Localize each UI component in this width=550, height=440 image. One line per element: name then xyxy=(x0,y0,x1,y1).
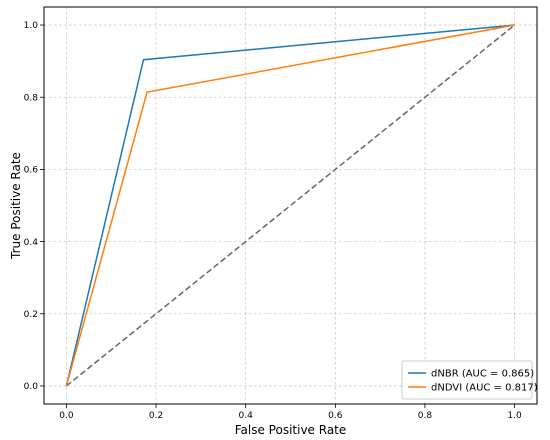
legend-label-0: dNBR (AUC = 0.865) xyxy=(431,369,534,380)
y-axis-ticks: 0.0 0.2 0.4 0.6 0.8 1.0 xyxy=(24,21,44,392)
plot-frame xyxy=(43,6,538,405)
y-tick-label-3: 0.6 xyxy=(24,166,39,176)
y-tick-label-2: 0.4 xyxy=(24,238,39,248)
x-tick-label-4: 0.8 xyxy=(418,411,433,421)
x-axis-ticks: 0.0 0.2 0.4 0.6 0.8 1.0 xyxy=(59,404,522,421)
y-axis-label: True Positive Rate xyxy=(9,152,23,260)
y-tick-label-0: 0.0 xyxy=(24,382,39,392)
x-tick-label-0: 0.0 xyxy=(59,411,74,421)
reference-line-layer xyxy=(65,24,516,387)
chance-diagonal-line xyxy=(65,24,516,387)
x-axis-label: False Positive Rate xyxy=(235,423,347,436)
y-tick-label-5: 1.0 xyxy=(24,21,39,31)
legend: dNBR (AUC = 0.865) dNDVI (AUC = 0.817) xyxy=(401,360,538,400)
legend-box xyxy=(401,360,533,400)
x-tick-label-5: 1.0 xyxy=(507,411,522,421)
y-tick-label-4: 0.8 xyxy=(24,93,39,103)
x-tick-label-1: 0.2 xyxy=(149,411,163,421)
x-tick-label-3: 0.6 xyxy=(328,411,343,421)
series-layer xyxy=(65,24,515,387)
x-tick-label-2: 0.4 xyxy=(239,411,254,421)
series-line-0 xyxy=(65,24,515,387)
legend-label-1: dNDVI (AUC = 0.817) xyxy=(431,383,538,394)
y-tick-label-1: 0.2 xyxy=(24,310,38,320)
series-line-1 xyxy=(65,24,515,387)
